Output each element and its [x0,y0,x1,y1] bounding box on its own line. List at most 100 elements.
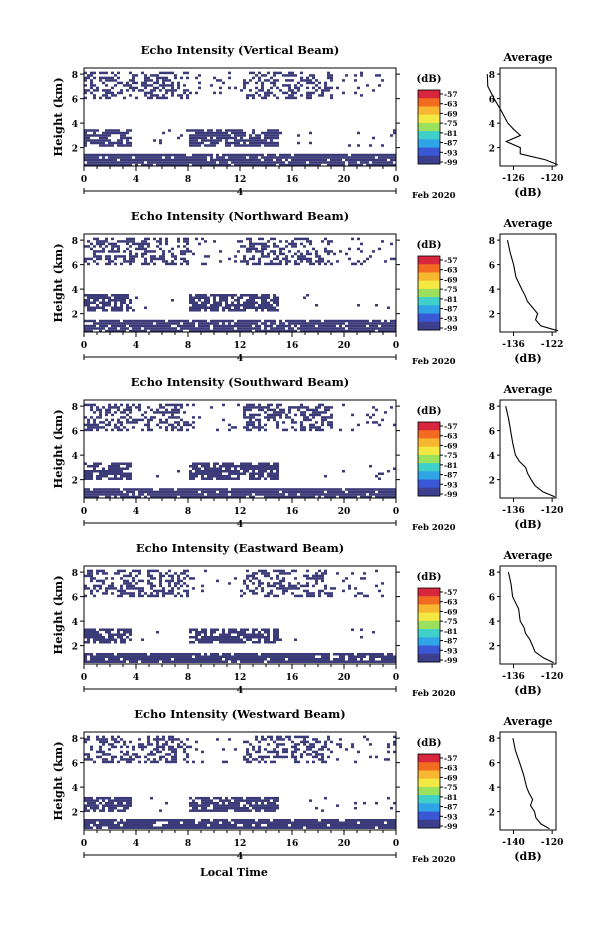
heatmap-cell [279,247,282,251]
heatmap-cell [288,660,291,663]
heatmap-cell [231,464,234,468]
heatmap-cell [237,319,240,323]
heatmap-cell [126,592,129,595]
heatmap-cell [288,821,291,824]
heatmap-cell [105,655,108,658]
heatmap-cell [264,161,267,164]
heatmap-cell [276,635,279,639]
heatmap-cell [189,134,192,137]
heatmap-cell [138,589,141,593]
heatmap-cell [216,804,219,807]
heatmap-cell [273,594,276,598]
heatmap-cell [153,319,156,323]
heatmap-cell [384,826,387,829]
heatmap-cell [243,141,246,145]
heatmap-cell [258,579,261,583]
heatmap-cell [273,464,276,468]
heatmap-cell [288,572,291,575]
colorbar-swatch [418,596,440,605]
heatmap-cell [339,823,342,827]
heatmap-cell [225,464,228,468]
heatmap-cell [114,818,117,822]
heatmap-cell [222,464,225,468]
heatmap-cell [297,657,300,661]
heatmap-cell [231,640,234,644]
heatmap-cell [195,237,198,241]
heatmap-cell [192,495,195,499]
heatmap-cell [123,630,126,634]
average-frame [499,399,557,499]
heatmap-cell [252,301,255,305]
heatmap-cell [375,660,378,663]
heatmap-cell [369,823,372,827]
heatmap-cell [99,587,102,590]
heatmap-cell [135,826,138,829]
heatmap-cell [342,322,345,325]
heatmap-cell [108,144,111,147]
heatmap-cell [312,324,315,328]
heatmap-cell [378,153,381,157]
heatmap-cell [225,129,228,132]
heatmap-cell [207,801,210,805]
heatmap-cell [261,74,264,77]
heatmap-cell [153,158,156,162]
heatmap-cell [306,418,309,422]
heatmap-cell [366,163,369,167]
heatmap-cell [321,324,324,328]
heatmap-cell [369,493,372,496]
heatmap-cell [270,488,273,491]
heatmap-cell [240,131,243,135]
heatmap-cell [237,250,240,253]
heatmap-cell [246,319,249,323]
heatmap-cell [84,633,87,636]
heatmap-cell [129,638,132,641]
heatmap-cell [102,240,105,243]
colorbar-tick-label: -87 [444,305,458,314]
heatmap-cell [108,89,111,92]
heatmap-cell [369,144,372,147]
heatmap-cell [276,488,279,491]
heatmap-cell [168,488,171,491]
heatmap-cell [144,411,147,414]
heatmap-cell [96,296,99,300]
heatmap-cell [273,495,276,499]
heatmap-cell [183,577,186,580]
heatmap-cell [267,493,270,496]
heatmap-cell [84,319,87,323]
colorbar-tick-label: -93 [444,148,458,157]
heatmap-cell [102,89,105,92]
heatmap-cell [381,240,384,243]
heatmap-cell [321,652,324,656]
heatmap-cell [183,652,186,656]
heatmap-cell [219,161,222,164]
heatmap-cell [309,81,312,85]
heatmap-cell [153,495,156,499]
average-y-tick-label: 8 [489,403,495,413]
heatmap-cell [93,809,96,812]
heatmap-cell [384,411,387,414]
heatmap-cell [123,592,126,595]
heatmap-cell [231,796,234,800]
heatmap-cell [192,577,195,580]
heatmap-cell [204,633,207,636]
heatmap-cell [126,294,129,297]
heatmap-cell [261,86,264,90]
heatmap-cell [84,257,87,261]
heatmap-cell [336,161,339,164]
heatmap-cell [132,309,135,312]
heatmap-cell [264,628,267,631]
heatmap-cell [186,156,189,159]
heatmap-cell [87,76,90,80]
heatmap-cell [189,299,192,302]
heatmap-cell [390,156,393,159]
heatmap-cell [255,628,258,631]
heatmap-cell [327,153,330,157]
heatmap-cell [144,821,147,824]
heatmap-cell [390,319,393,323]
heatmap-cell [90,79,93,82]
heatmap-cell [129,594,132,598]
heatmap-cell [87,818,90,822]
heatmap-cell [285,153,288,157]
heatmap-cell [171,86,174,90]
average-x-tick-label: -120 [541,174,564,184]
